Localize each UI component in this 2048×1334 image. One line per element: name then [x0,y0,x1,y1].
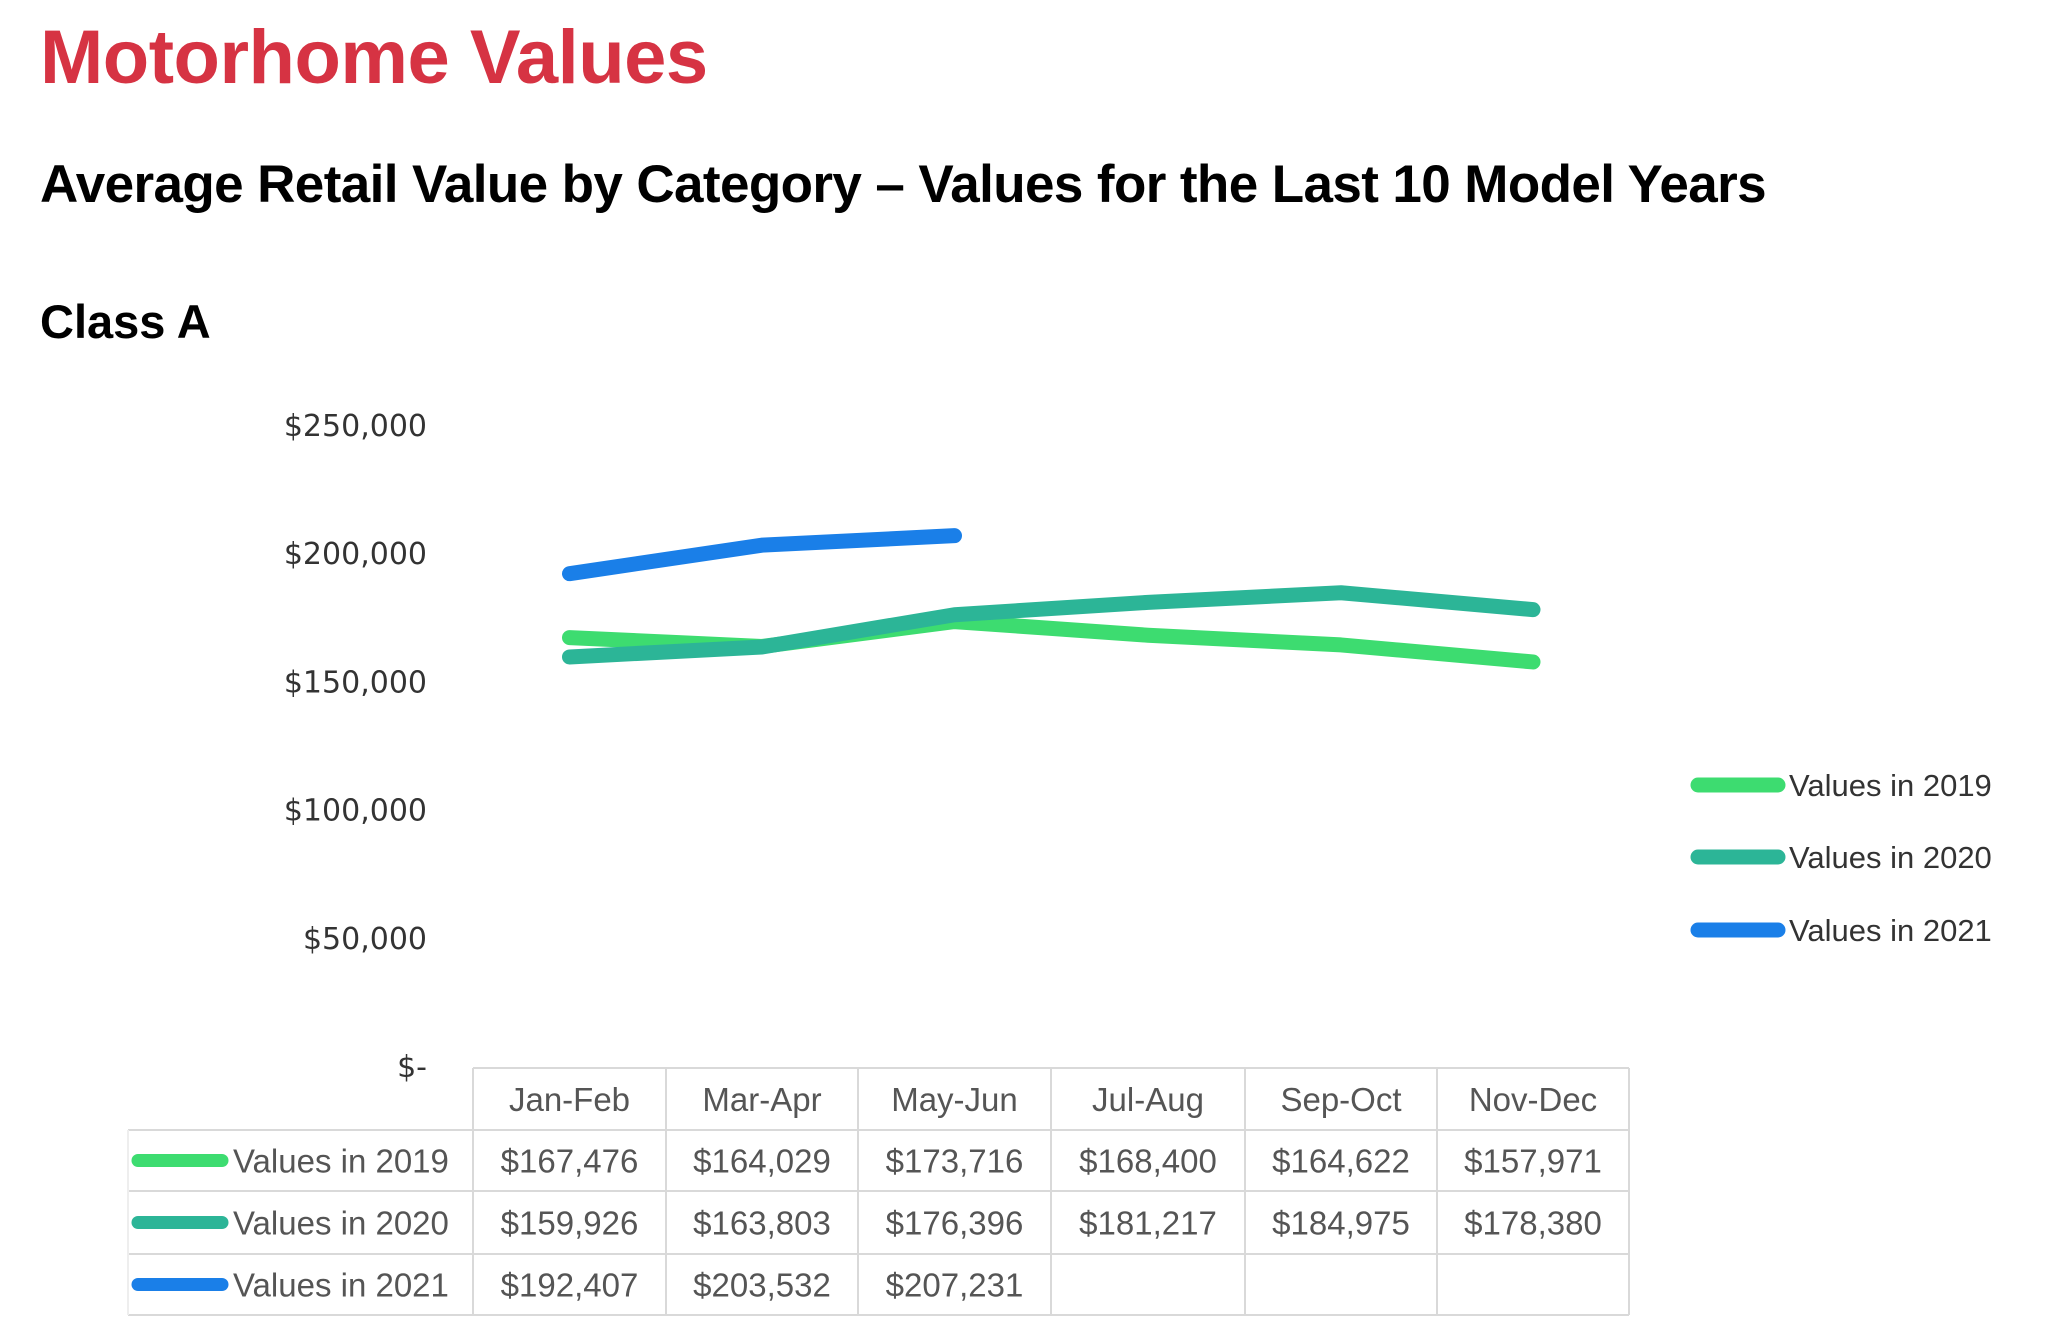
table-cell-value: $163,803 [693,1205,831,1242]
table-cell-value: $168,400 [1079,1143,1217,1180]
page-title: Motorhome Values [40,15,708,100]
table-cell-value: $181,217 [1079,1205,1217,1242]
y-tick-label: $200,000 [284,537,427,572]
table-cell-value: $176,396 [886,1205,1024,1242]
x-category-label: Jul-Aug [1092,1081,1204,1118]
table-cell-value: $157,971 [1464,1143,1602,1180]
y-tick-label: $- [397,1050,427,1085]
section-heading: Class A [40,295,211,348]
legend-item: Values in 2021 [1690,913,1992,948]
table-cell-value: $178,380 [1464,1205,1602,1242]
table-row-label: Values in 2019 [233,1143,449,1180]
x-category-label: Nov-Dec [1469,1081,1597,1118]
y-tick-label: $150,000 [284,665,427,700]
legend-item: Values in 2019 [1690,768,1992,803]
table-row-label: Values in 2020 [233,1205,449,1242]
table-cell-value: $203,532 [693,1267,831,1304]
page-subtitle: Average Retail Value by Category – Value… [40,155,1767,214]
x-category-label: Jan-Feb [509,1081,630,1118]
y-tick-label: $100,000 [284,794,427,829]
table-cell-value: $184,975 [1272,1205,1410,1242]
table-cell-value: $173,716 [886,1143,1024,1180]
table-cell-value: $192,407 [501,1267,639,1304]
table-cell-value: $159,926 [501,1205,639,1242]
legend-label: Values in 2020 [1789,840,1992,875]
legend-item: Values in 2020 [1690,840,1992,875]
x-category-label: Sep-Oct [1280,1081,1401,1118]
table-cell-value: $207,231 [886,1267,1024,1304]
data-table: Jan-Feb Mar-Apr May-Jun Jul-Aug Sep-Oct Nov-D… [127,1067,1630,1316]
table-cell-value: $164,622 [1272,1143,1410,1180]
x-category-label: May-Jun [891,1081,1018,1118]
table-row-label: Values in 2021 [233,1267,449,1304]
legend-label: Values in 2021 [1789,913,1992,948]
x-category-label: Mar-Apr [702,1081,821,1118]
legend-label: Values in 2019 [1789,768,1992,803]
y-tick-label: $250,000 [284,409,427,444]
y-tick-label: $50,000 [303,922,427,957]
series-line-values-in-2020 [562,585,1541,665]
series-line-values-in-2021 [562,528,962,582]
table-cell-value: $164,029 [693,1143,831,1180]
table-cell-value: $167,476 [501,1143,639,1180]
